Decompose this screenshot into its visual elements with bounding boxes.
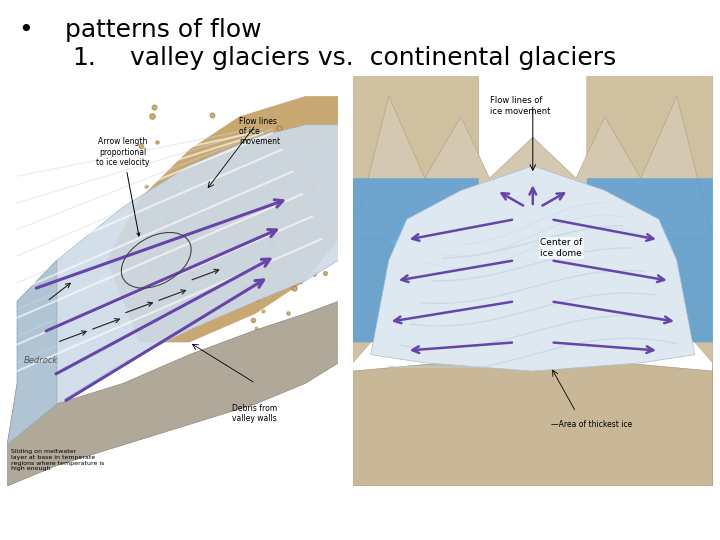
Polygon shape (587, 178, 713, 342)
Polygon shape (353, 355, 713, 486)
Text: Flow lines
of ice
movement: Flow lines of ice movement (239, 117, 280, 146)
Polygon shape (7, 260, 57, 486)
Polygon shape (353, 76, 479, 486)
Polygon shape (7, 301, 338, 486)
Polygon shape (17, 125, 338, 404)
Text: Debris from
valley walls: Debris from valley walls (233, 404, 277, 423)
Polygon shape (107, 96, 338, 342)
Text: —Area of thickest ice: —Area of thickest ice (551, 420, 632, 429)
Text: Flow lines of
ice movement: Flow lines of ice movement (490, 96, 550, 116)
Polygon shape (353, 96, 713, 240)
Text: •: • (18, 18, 32, 42)
Text: patterns of flow: patterns of flow (65, 18, 261, 42)
Polygon shape (353, 178, 479, 342)
Text: 1.: 1. (72, 46, 96, 70)
Polygon shape (587, 76, 713, 486)
Text: valley glaciers vs.  continental glaciers: valley glaciers vs. continental glaciers (130, 46, 616, 70)
Polygon shape (371, 166, 695, 371)
Text: Arrow length
proportional
to ice velocity: Arrow length proportional to ice velocit… (96, 137, 150, 236)
Text: Center of
ice dome: Center of ice dome (540, 238, 582, 258)
Text: Bedrock: Bedrock (24, 356, 58, 365)
Text: Sliding on meltwater
layer at base in temperate
regions where temperature is
hig: Sliding on meltwater layer at base in te… (11, 449, 104, 471)
